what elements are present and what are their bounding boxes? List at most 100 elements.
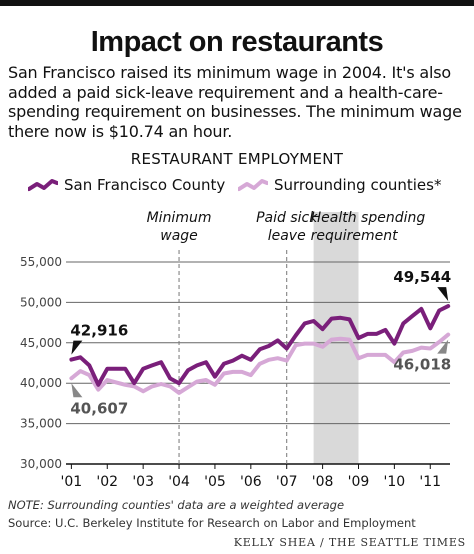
- page-title: Impact on restaurants: [90, 26, 384, 58]
- sf-data-point: [115, 367, 118, 370]
- chart-credit: KELLY SHEA / THE SEATTLE TIMES: [233, 536, 466, 549]
- surrounding-data-point: [79, 369, 82, 373]
- sf-data-point: [339, 316, 342, 319]
- surrounding-data-point: [106, 378, 109, 382]
- surrounding-data-point: [303, 342, 306, 345]
- surrounding-data-point: [141, 390, 145, 393]
- surrounding-data-point: [285, 359, 288, 362]
- y-tick-label: 35,000: [20, 417, 62, 431]
- surrounding-data-point: [384, 353, 387, 357]
- surrounding-data-point: [115, 381, 118, 384]
- legend-swatch-sf: [28, 179, 58, 191]
- chart-title: RESTAURANT EMPLOYMENT: [130, 150, 344, 168]
- sf-data-point: [447, 304, 450, 308]
- sf-data-point: [195, 364, 199, 367]
- x-tick-label: '07: [276, 474, 298, 490]
- data-label: 46,018: [393, 356, 451, 374]
- surrounding-data-point: [366, 353, 369, 357]
- surrounding-data-point: [240, 370, 244, 374]
- sf-data-point: [375, 332, 378, 336]
- surrounding-data-point: [276, 356, 279, 360]
- y-tick-label: 45,000: [20, 336, 62, 350]
- data-label: 40,607: [70, 399, 128, 417]
- surrounding-data-point: [195, 380, 199, 383]
- event-label-line: wage: [160, 228, 198, 244]
- sf-data-point: [348, 318, 351, 321]
- y-tick-label: 50,000: [20, 295, 62, 309]
- sf-data-point: [213, 375, 217, 378]
- legend-label-surrounding: Surrounding counties*: [274, 176, 442, 194]
- surrounding-data-point: [168, 385, 172, 388]
- sf-data-point: [312, 319, 315, 323]
- sf-data-point: [150, 364, 154, 367]
- sf-data-point: [330, 317, 333, 320]
- data-label: 49,544: [393, 268, 451, 286]
- x-tick-label: '04: [168, 474, 190, 490]
- y-tick-label: 40,000: [20, 376, 62, 390]
- sf-data-point: [321, 327, 324, 331]
- sf-data-point: [141, 367, 145, 370]
- annotation-pointer: [437, 287, 449, 302]
- surrounding-data-point: [321, 345, 324, 349]
- chart-legend: San Francisco County Surrounding countie…: [20, 176, 474, 198]
- sf-data-point: [276, 339, 279, 342]
- sf-data-point: [70, 358, 73, 361]
- sf-data-point: [88, 364, 91, 367]
- surrounding-data-point: [348, 338, 351, 341]
- sf-data-point: [393, 342, 396, 345]
- data-label: 42,916: [70, 322, 128, 340]
- surrounding-data-point: [186, 386, 190, 389]
- surrounding-data-point: [132, 385, 136, 388]
- surrounding-data-point: [357, 356, 360, 360]
- surrounding-data-point: [177, 391, 181, 395]
- sf-data-point: [357, 336, 360, 340]
- x-tick-label: '10: [384, 474, 406, 490]
- surrounding-data-point: [70, 377, 73, 380]
- chart-source: Source: U.C. Berkeley Institute for Rese…: [8, 516, 416, 530]
- sf-data-point: [231, 359, 235, 362]
- sf-data-point: [429, 327, 432, 330]
- sf-data-point: [106, 367, 109, 370]
- sf-data-point: [438, 309, 441, 312]
- sf-data-point: [132, 382, 136, 385]
- sf-data-point: [168, 377, 172, 380]
- surrounding-data-point: [429, 347, 432, 350]
- event-label-line: leave: [268, 228, 306, 244]
- surrounding-data-point: [339, 337, 342, 340]
- sf-data-point: [79, 356, 82, 359]
- surrounding-data-point: [375, 353, 378, 357]
- surrounding-data-point: [150, 385, 154, 388]
- sf-data-point: [124, 367, 127, 370]
- sf-data-point: [285, 347, 288, 350]
- sf-series-line: [69, 304, 451, 387]
- surrounding-data-point: [213, 383, 217, 387]
- surrounding-data-point: [267, 358, 270, 361]
- x-tick-label: '01: [61, 474, 83, 490]
- intro-text: San Francisco raised its minimum wage in…: [8, 63, 462, 141]
- employment-chart: Health spending requirement 55,000 50,000 45…: [20, 210, 451, 490]
- x-tick-label: '06: [240, 474, 262, 490]
- chart-note: NOTE: Surrounding counties' data are a w…: [8, 498, 345, 512]
- y-tick-label: 30,000: [20, 457, 62, 471]
- surrounding-data-point: [393, 360, 396, 364]
- surrounding-data-point: [124, 383, 127, 387]
- sf-data-point: [303, 322, 306, 325]
- event-label-line: Minimum: [147, 210, 212, 226]
- surrounding-data-point: [258, 362, 261, 366]
- surrounding-data-point: [312, 342, 315, 345]
- x-tick-label: '09: [348, 474, 370, 490]
- shaded-label-line: Health spending: [311, 210, 426, 226]
- surrounding-data-point: [447, 333, 450, 336]
- sf-data-point: [402, 322, 405, 325]
- surrounding-data-point: [159, 382, 163, 386]
- sf-data-point: [240, 354, 244, 357]
- surrounding-data-point: [402, 351, 405, 354]
- surrounding-data-point: [330, 338, 333, 341]
- legend-swatch-surrounding: [238, 179, 268, 191]
- surrounding-data-point: [294, 344, 297, 347]
- annotation-pointer: [437, 339, 449, 354]
- sf-data-point: [411, 314, 414, 318]
- surrounding-data-point: [204, 378, 208, 382]
- event-label-line: Paid sick: [256, 210, 318, 226]
- annotation-pointer: [71, 340, 83, 355]
